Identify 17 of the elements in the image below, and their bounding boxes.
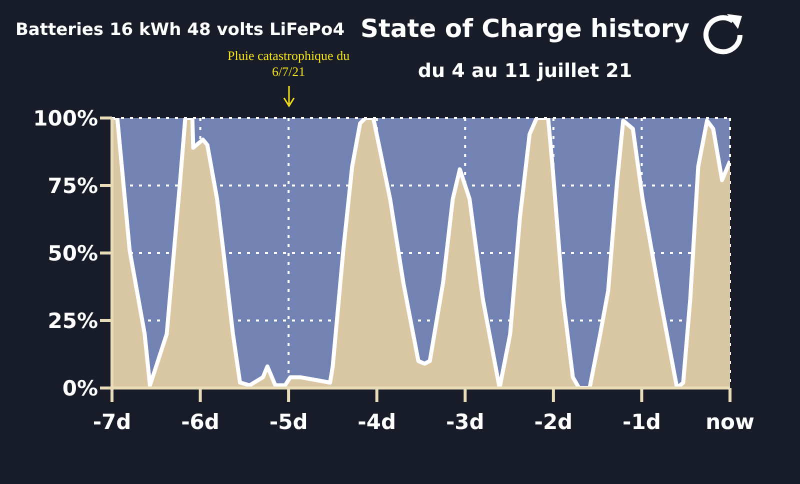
x-tick-label: -1d: [622, 410, 661, 434]
text: Pluie catastrophique du 6/7/21: [226, 48, 351, 80]
x-tick-label: -5d: [269, 410, 308, 434]
y-tick-label: 50%: [48, 241, 98, 266]
y-tick-label: 75%: [48, 174, 98, 198]
x-tick-label: now: [706, 410, 754, 434]
y-tick-label: 0%: [62, 376, 98, 400]
y-tick-label: 100%: [33, 106, 98, 130]
y-tick-label: 25%: [48, 308, 98, 333]
text: Batteries 16 kWh 48 volts LiFePo4: [14, 20, 346, 40]
chart-subtitle: du 4 au 11 juillet 21: [416, 60, 634, 82]
x-tick-label: -6d: [181, 410, 220, 434]
x-tick-label: -2d: [534, 410, 573, 434]
chart-title: State of Charge history: [360, 14, 690, 43]
x-tick-label: -4d: [358, 410, 396, 434]
x-tick-label: -3d: [446, 410, 484, 434]
x-tick-label: -7d: [92, 410, 132, 434]
